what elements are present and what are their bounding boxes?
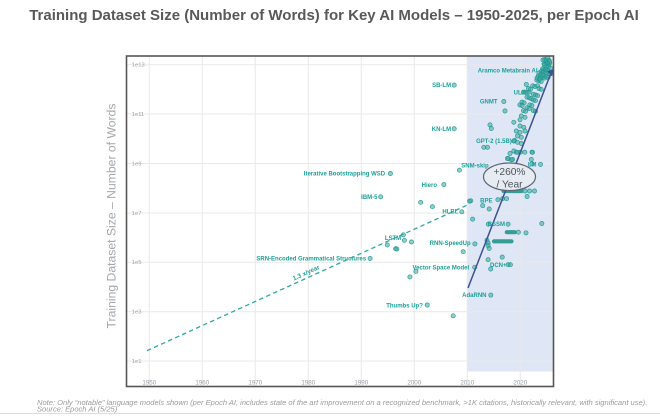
svg-text:1e1: 1e1 xyxy=(132,359,142,365)
svg-text:BPE: BPE xyxy=(480,199,492,205)
svg-text:Iterative Bootstrapping WSD: Iterative Bootstrapping WSD xyxy=(304,172,386,178)
svg-text:/ Year: / Year xyxy=(496,180,523,191)
svg-text:+260%: +260% xyxy=(493,167,525,178)
svg-text:Hiero: Hiero xyxy=(422,183,438,189)
svg-text:2000: 2000 xyxy=(407,380,421,387)
svg-text:1e5: 1e5 xyxy=(132,260,142,266)
svg-text:Vector Space Model: Vector Space Model xyxy=(413,265,470,271)
svg-text:1990: 1990 xyxy=(354,380,368,387)
svg-text:BSSM: BSSM xyxy=(488,222,505,228)
svg-text:IBM-5: IBM-5 xyxy=(361,195,378,201)
svg-text:Source: Epoch AI (5/25): Source: Epoch AI (5/25) xyxy=(37,405,118,414)
svg-text:Aramco Metabrain AI: Aramco Metabrain AI xyxy=(478,69,538,75)
svg-text:Note: Only “notable” language: Note: Only “notable” language models sho… xyxy=(37,398,647,407)
svg-text:1960: 1960 xyxy=(195,380,209,387)
svg-text:1e11: 1e11 xyxy=(132,112,144,118)
svg-text:1e9: 1e9 xyxy=(132,161,142,167)
svg-text:GPT-2 (1.5B): GPT-2 (1.5B) xyxy=(476,139,512,145)
svg-text:1e7: 1e7 xyxy=(132,211,142,217)
svg-text:AdaRNN: AdaRNN xyxy=(462,293,486,299)
svg-text:Thumbs Up?: Thumbs Up? xyxy=(386,304,423,310)
svg-text:Training Dataset Size – Number: Training Dataset Size – Number of Words xyxy=(105,104,119,329)
svg-text:LSTM: LSTM xyxy=(385,236,401,242)
svg-text:1970: 1970 xyxy=(248,380,262,387)
svg-text:SRN-Encoded Grammatical Struct: SRN-Encoded Grammatical Structures xyxy=(256,257,366,263)
svg-text:1e13: 1e13 xyxy=(132,63,145,69)
svg-text:SB-LM: SB-LM xyxy=(432,83,451,89)
svg-text:1e3: 1e3 xyxy=(132,310,142,316)
svg-text:UL2: UL2 xyxy=(514,90,526,96)
svg-text:SNM-skip: SNM-skip xyxy=(461,164,489,170)
svg-text:KN-LM: KN-LM xyxy=(432,127,451,133)
svg-text:RNN-SpeedUp: RNN-SpeedUp xyxy=(430,241,471,247)
svg-text:1980: 1980 xyxy=(301,380,315,387)
svg-text:2020: 2020 xyxy=(513,380,527,387)
svg-text:Training Dataset Size (Number: Training Dataset Size (Number of Words) … xyxy=(29,7,639,24)
svg-text:1950: 1950 xyxy=(142,380,156,387)
svg-text:DCN+: DCN+ xyxy=(490,263,507,269)
svg-text:2010: 2010 xyxy=(460,380,474,387)
svg-text:GNMT: GNMT xyxy=(480,100,498,106)
svg-text:HLBL: HLBL xyxy=(442,210,458,216)
svg-text:LM: LM xyxy=(528,163,537,169)
